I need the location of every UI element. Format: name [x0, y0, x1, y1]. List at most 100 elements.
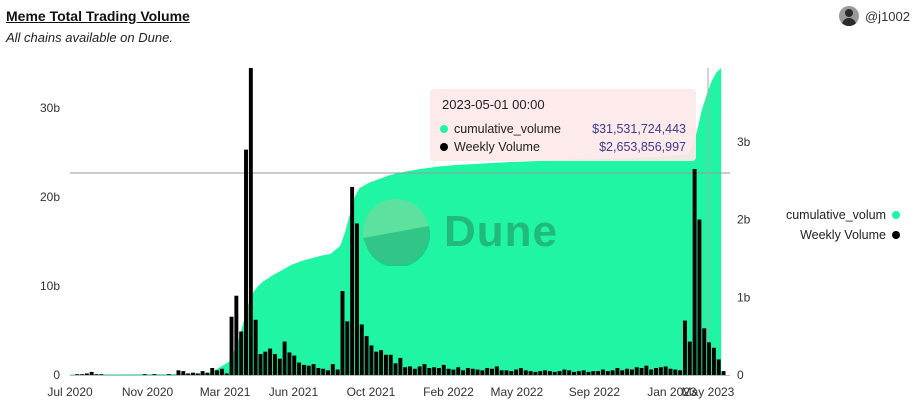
weekly-volume-bar: [673, 369, 678, 375]
chart-title[interactable]: Meme Total Trading Volume: [6, 8, 190, 24]
dune-watermark: Dune: [362, 198, 558, 266]
x-tick-label: May 2023: [682, 385, 735, 399]
weekly-volume-bar: [470, 368, 475, 375]
weekly-volume-bar: [205, 372, 210, 375]
weekly-volume-bar: [610, 370, 615, 375]
legend: cumulative_volum Weekly Volume: [786, 205, 900, 245]
weekly-volume-bar: [451, 369, 456, 375]
weekly-volume-bar: [668, 368, 673, 375]
x-tick-label: Mar 2021: [200, 385, 251, 399]
weekly-volume-bar: [311, 364, 316, 375]
weekly-volume-bar: [422, 364, 427, 375]
weekly-volume-bar: [523, 370, 528, 375]
legend-item-weekly[interactable]: Weekly Volume: [786, 225, 900, 245]
weekly-volume-bar: [268, 348, 273, 375]
weekly-volume-bar: [692, 169, 697, 375]
weekly-volume-bar: [658, 367, 663, 375]
weekly-volume-bar: [244, 149, 248, 375]
weekly-volume-bar: [239, 331, 244, 375]
weekly-volume-bar: [258, 354, 263, 375]
weekly-volume-bar: [297, 362, 302, 375]
weekly-volume-bar: [461, 370, 466, 375]
weekly-volume-bar: [152, 374, 157, 375]
weekly-volume-bar: [359, 324, 364, 375]
x-tick-label: Jan 2023: [647, 385, 697, 399]
weekly-volume-bar: [528, 371, 533, 375]
weekly-volume-bar: [412, 368, 417, 375]
x-tick-label: Jul 2020: [47, 385, 93, 399]
weekly-volume-bar: [181, 371, 186, 375]
weekly-volume-bar: [514, 369, 519, 375]
watermark-text: Dune: [444, 207, 558, 256]
weekly-volume-bar: [687, 341, 692, 375]
weekly-volume-bar: [99, 374, 104, 375]
weekly-volume-bar: [576, 371, 581, 375]
weekly-volume-bar: [417, 366, 422, 375]
weekly-volume-bar: [711, 347, 716, 375]
weekly-volume-bar: [301, 364, 306, 375]
legend-item-cumulative[interactable]: cumulative_volum: [786, 205, 900, 225]
weekly-volume-bar: [306, 365, 311, 375]
weekly-volume-bar: [364, 336, 369, 375]
weekly-volume-bar: [485, 368, 490, 375]
weekly-volume-bar: [75, 374, 80, 375]
weekly-volume-bar: [248, 68, 253, 375]
tooltip-row-name: Weekly Volume: [454, 140, 540, 154]
weekly-volume-bar: [518, 368, 523, 375]
y-left-tick-label: 0: [53, 368, 60, 382]
weekly-volume-bar: [596, 371, 601, 375]
weekly-volume-bar: [166, 374, 171, 375]
weekly-volume-bar: [475, 369, 480, 375]
weekly-volume-bar: [543, 370, 548, 375]
legend-label: Weekly Volume: [800, 228, 886, 242]
weekly-volume-bar: [504, 370, 509, 375]
weekly-volume-bar: [557, 371, 562, 375]
tooltip-title: 2023-05-01 00:00: [442, 97, 545, 112]
weekly-volume-bar: [398, 357, 403, 375]
weekly-volume-bar: [639, 368, 644, 375]
weekly-volume-bar: [94, 374, 99, 375]
x-tick-label: Feb 2022: [423, 385, 474, 399]
weekly-volume-bar: [644, 365, 649, 375]
weekly-volume-bar: [374, 351, 379, 375]
y-left-tick-label: 20b: [40, 190, 60, 204]
weekly-volume-bar: [215, 370, 220, 375]
author-handle: @j1002: [864, 8, 910, 24]
y-right-tick-label: 0: [737, 368, 744, 382]
weekly-volume-bar: [393, 363, 398, 375]
weekly-volume-bar: [634, 367, 639, 375]
weekly-volume-bar: [707, 342, 712, 375]
weekly-volume-bar: [340, 291, 345, 375]
weekly-volume-bar: [229, 316, 234, 375]
tooltip-row-weekly: Weekly Volume $2,653,856,997: [440, 138, 686, 156]
weekly-volume-bar: [272, 354, 277, 375]
legend-swatch: [892, 231, 900, 239]
weekly-volume-bar: [80, 374, 84, 375]
weekly-volume-bar: [200, 371, 205, 375]
weekly-volume-bar: [282, 341, 287, 375]
weekly-volume-bar: [379, 350, 384, 375]
weekly-volume-bar: [581, 370, 586, 375]
weekly-volume-bar: [326, 370, 330, 375]
weekly-volume-bar: [84, 373, 89, 375]
weekly-volume-bar: [383, 354, 388, 375]
weekly-volume-bar: [287, 352, 292, 375]
y-left-tick-label: 10b: [40, 279, 60, 293]
weekly-volume-bar: [441, 364, 446, 375]
tooltip-dot-weekly: [440, 143, 448, 151]
weekly-volume-bar: [600, 369, 605, 375]
weekly-volume-bar: [547, 371, 552, 375]
author-badge[interactable]: @j1002: [838, 6, 910, 26]
weekly-volume-bar: [408, 366, 412, 375]
weekly-volume-bar: [89, 371, 94, 375]
weekly-volume-bar: [465, 368, 470, 375]
weekly-volume-bar: [190, 372, 195, 375]
weekly-volume-bar: [716, 359, 721, 375]
y-right-tick-label: 1b: [737, 290, 751, 304]
x-tick-label: May 2022: [491, 385, 544, 399]
weekly-volume-bar: [436, 368, 441, 375]
weekly-volume-bar: [176, 370, 181, 375]
weekly-volume-bar: [494, 366, 499, 375]
legend-swatch: [892, 211, 900, 219]
tooltip-row-value: $2,653,856,997: [599, 140, 686, 154]
